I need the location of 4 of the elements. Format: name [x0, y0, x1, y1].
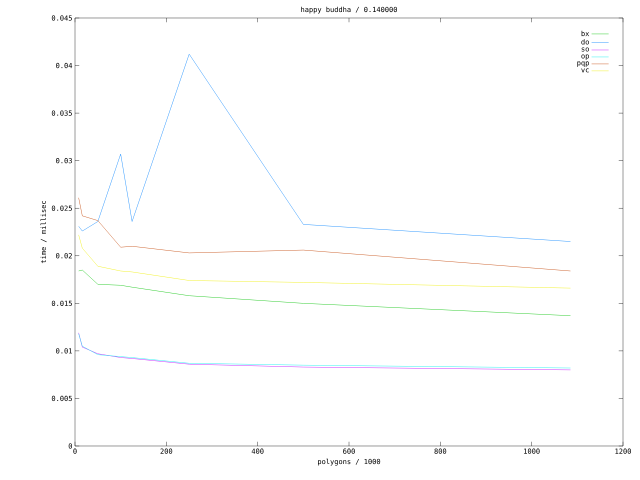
line-series: [78, 54, 571, 242]
line-series: [78, 198, 571, 272]
line-series: [78, 270, 571, 316]
line-series: [78, 234, 571, 288]
